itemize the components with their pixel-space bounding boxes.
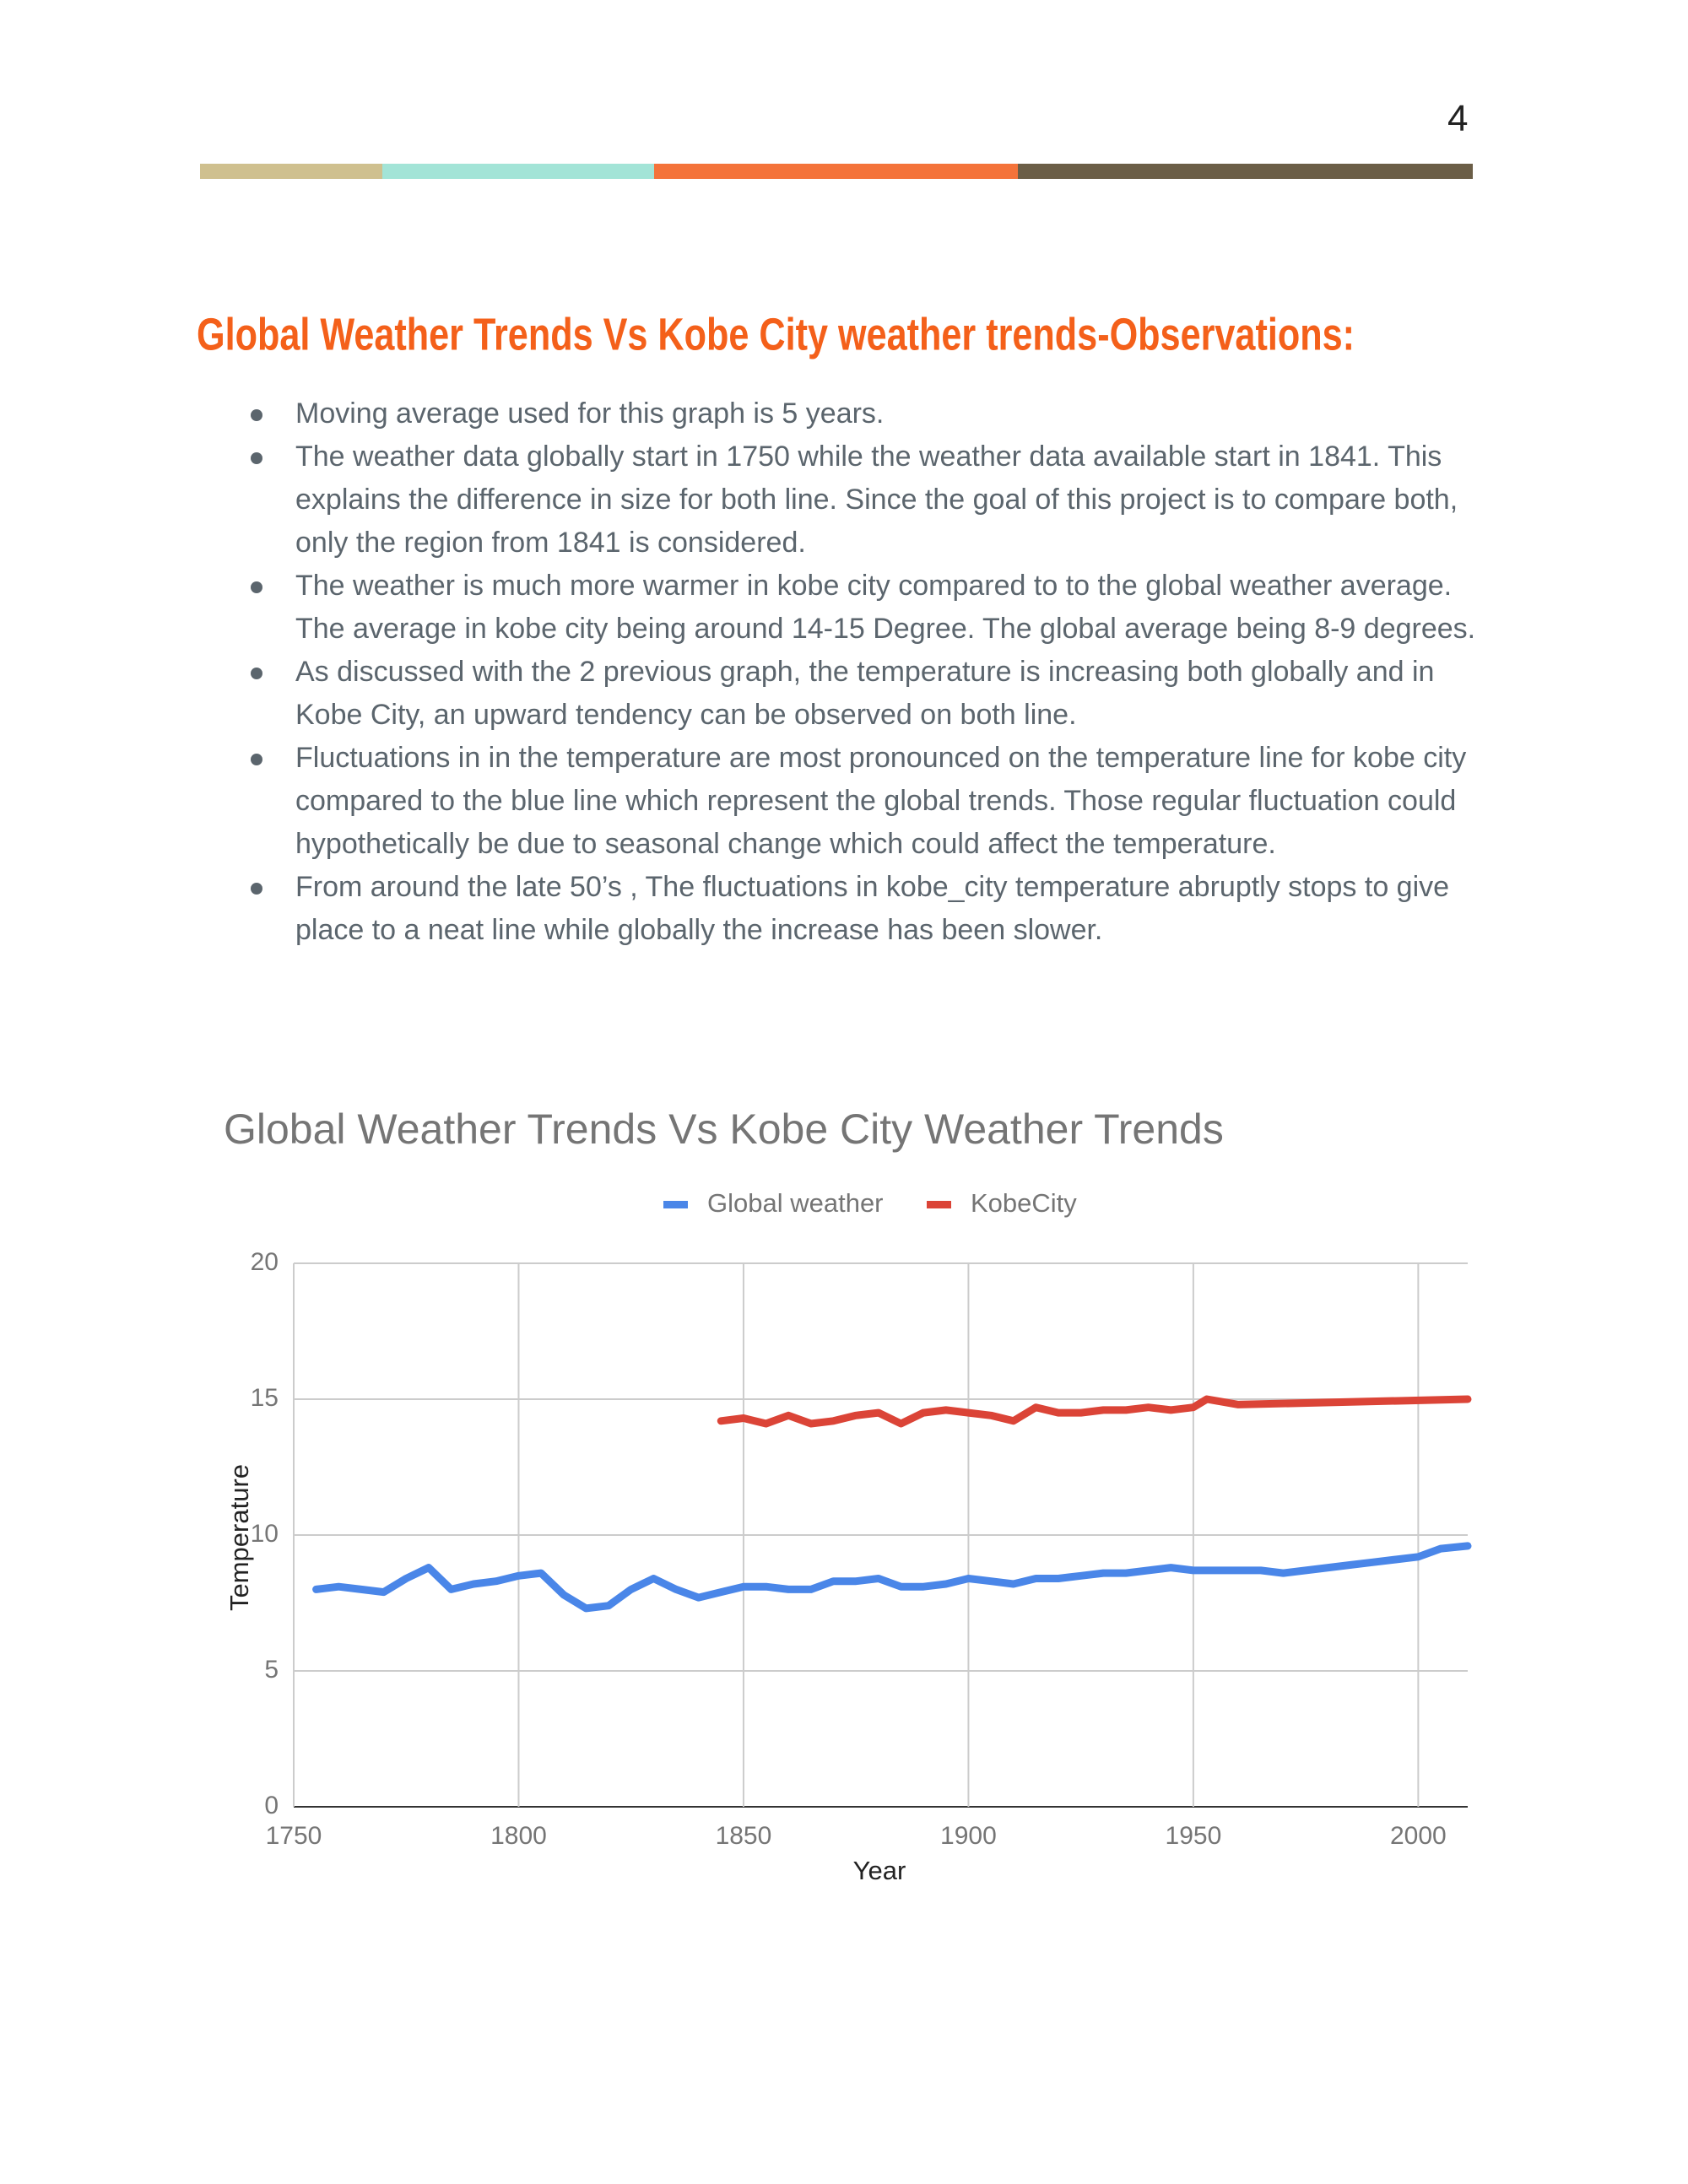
y-axis-title: Temperature (225, 1464, 254, 1611)
bullet: Fluctuations in in the temperature are m… (251, 737, 1494, 866)
chart: Global Weather Trends Vs Kobe City Weath… (224, 1106, 1472, 1885)
y-tick-label: 10 (251, 1520, 279, 1548)
legend-swatch (663, 1201, 688, 1208)
y-tick-label: 20 (251, 1248, 279, 1276)
legend-swatch (927, 1201, 951, 1208)
x-tick-label: 2000 (1390, 1822, 1447, 1850)
color-band (654, 164, 1018, 179)
x-tick-label: 1950 (1166, 1822, 1222, 1850)
y-tick-label: 5 (264, 1656, 279, 1684)
x-axis-title: Year (853, 1856, 906, 1885)
heading-box: Global Weather Trends Vs Kobe City weath… (197, 309, 1355, 359)
y-tick-label: 0 (264, 1792, 279, 1819)
chart-title: Global Weather Trends Vs Kobe City Weath… (224, 1106, 1224, 1153)
bullet: The weather data globally start in 1750 … (251, 435, 1494, 565)
y-tick-label: 15 (251, 1384, 279, 1412)
bullet: As discussed with the 2 previous graph, … (251, 651, 1494, 737)
color-band (382, 164, 654, 179)
legend-label: Global weather (707, 1188, 884, 1218)
x-tick-label: 1850 (716, 1822, 772, 1850)
data-line (717, 1395, 1472, 1428)
page-number: 4 (1447, 98, 1469, 139)
color-band (1018, 164, 1473, 179)
bullet-list: Moving average used for this graph is 5 … (251, 392, 1494, 952)
bullet: The weather is much more warmer in kobe … (251, 565, 1494, 651)
legend-label: KobeCity (971, 1188, 1077, 1218)
x-tick-label: 1800 (490, 1822, 547, 1850)
heading: Global Weather Trends Vs Kobe City weath… (197, 309, 1355, 359)
bullet: Moving average used for this graph is 5 … (251, 392, 1494, 435)
data-line (312, 1542, 1472, 1613)
color-band (200, 164, 382, 179)
x-tick-label: 1750 (266, 1822, 322, 1850)
x-tick-label: 1900 (940, 1822, 997, 1850)
bullet: From around the late 50’s , The fluctuat… (251, 866, 1494, 952)
